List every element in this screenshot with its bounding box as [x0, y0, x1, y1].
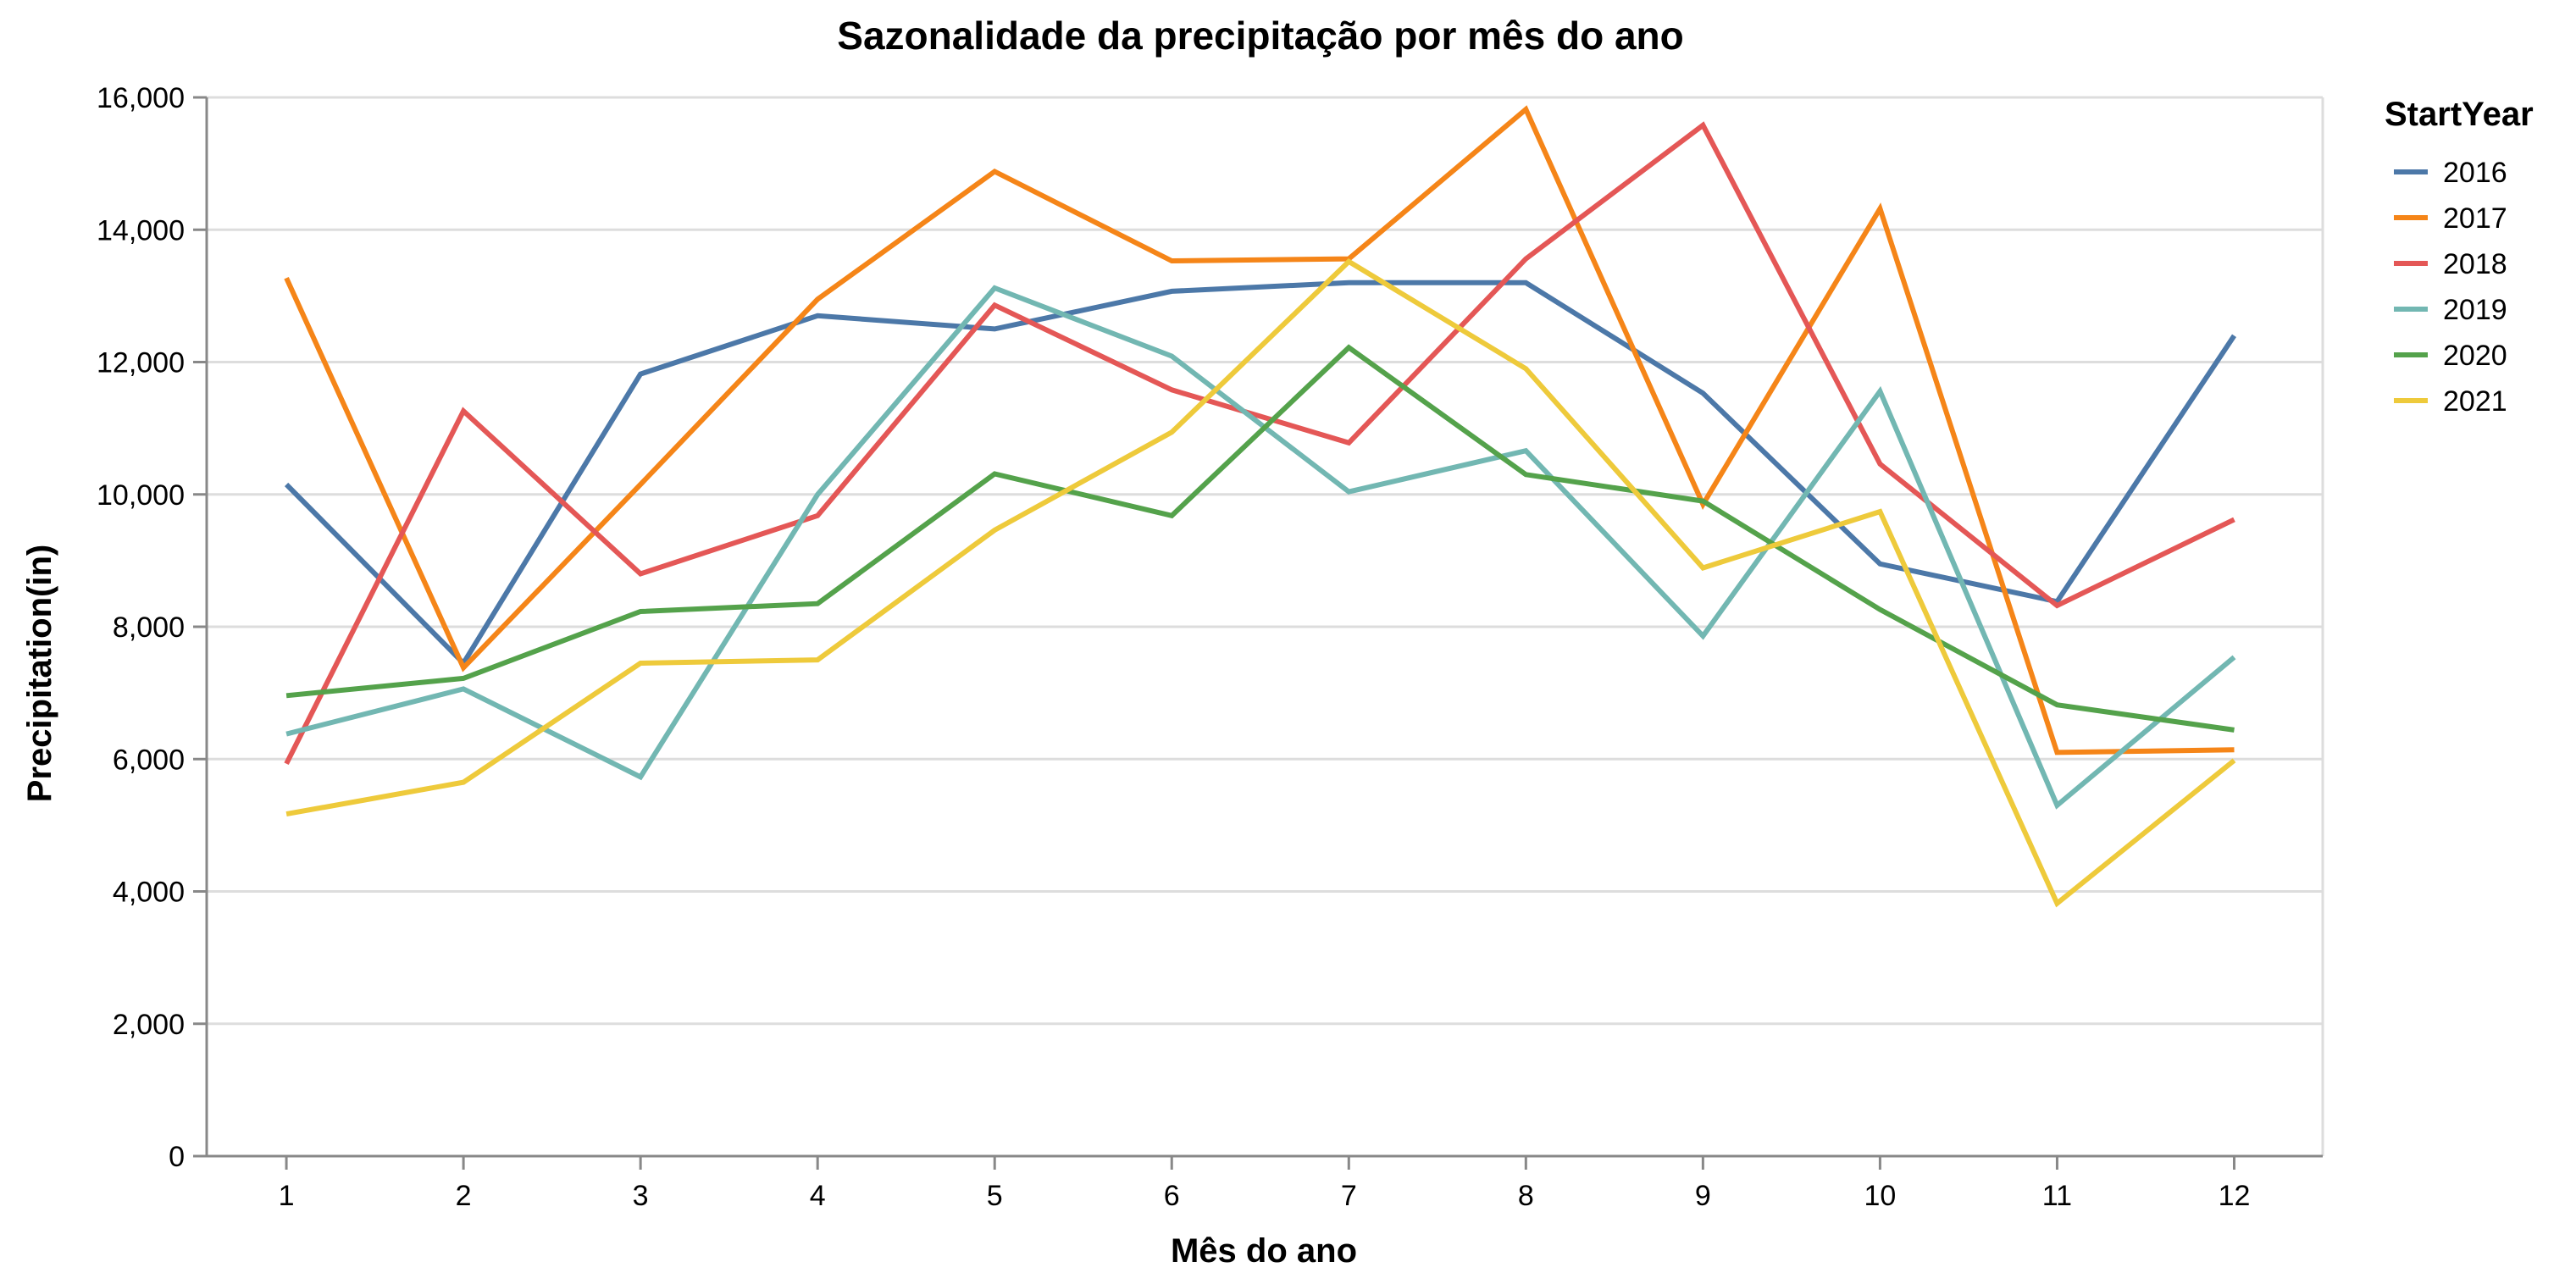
x-tick-label: 10 [1864, 1180, 1896, 1212]
legend-label-2019: 2019 [2443, 294, 2507, 326]
y-tick-label: 8,000 [113, 612, 185, 644]
gridlines [207, 96, 2324, 1158]
series-line-2019 [285, 285, 2236, 810]
series-line-2021 [285, 258, 2236, 908]
series-line-2016 [284, 279, 2236, 667]
x-tick-label: 7 [1341, 1180, 1357, 1212]
x-axis-title: Mês do ano [1171, 1232, 1357, 1270]
y-tick-label: 10,000 [97, 479, 185, 512]
x-tick-label: 3 [633, 1180, 649, 1212]
legend-label-2017: 2017 [2443, 202, 2507, 235]
x-tick-label: 5 [987, 1180, 1003, 1212]
x-tick-label: 4 [810, 1180, 826, 1212]
legend-label-2020: 2020 [2443, 340, 2507, 372]
y-tick-label: 16,000 [97, 82, 185, 114]
y-tick-label: 2,000 [113, 1009, 185, 1041]
axes: 0 2,000 4,000 6,000 8,000 10,000 12,000 14,000 1… [97, 82, 2323, 1212]
y-tick-label: 14,000 [97, 214, 185, 246]
y-tick-label: 4,000 [113, 877, 185, 909]
legend-label-2016: 2016 [2443, 157, 2507, 189]
legend-title: StartYear [2385, 96, 2534, 133]
x-tick-label: 12 [2219, 1180, 2251, 1212]
legend-label-2021: 2021 [2443, 385, 2507, 418]
series-lines [284, 105, 2236, 908]
y-tick-label: 0 [169, 1141, 185, 1173]
legend: StartYear 2016 2017 2018 2019 2020 2021 [2385, 96, 2534, 418]
legend-label-2018: 2018 [2443, 248, 2507, 280]
x-tick-label: 1 [279, 1180, 295, 1212]
x-tick-label: 6 [1164, 1180, 1180, 1212]
series-line-2017 [284, 105, 2235, 755]
y-tick-label: 12,000 [97, 347, 185, 379]
x-tick-label: 11 [2042, 1180, 2072, 1212]
x-tick-label: 9 [1695, 1180, 1711, 1212]
x-tick-label: 8 [1518, 1180, 1534, 1212]
y-tick-label: 6,000 [113, 744, 185, 776]
chart-title: Sazonalidade da precipitação por mês do … [837, 14, 1683, 58]
series-line-2018 [284, 121, 2235, 766]
series-line-2020 [285, 344, 2235, 733]
x-tick-label: 2 [456, 1180, 472, 1212]
y-axis-title: Precipitation(in) [21, 545, 58, 802]
